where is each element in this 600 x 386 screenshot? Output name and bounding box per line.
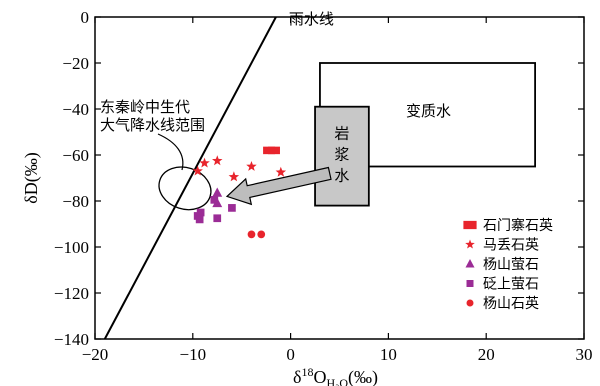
qinling-range-ellipse [158,166,212,211]
y-tick-label: −100 [54,238,89,257]
x-tick-label: 20 [478,345,495,364]
y-tick-label: −40 [62,100,89,119]
x-tick-label: 0 [286,345,295,364]
data-point [228,171,240,182]
y-tick-label: −140 [54,330,89,349]
data-point [196,208,205,217]
data-point [247,230,256,239]
data-marks [192,146,287,239]
axes: −20 −10 0 10 20 300−20−40−60−80−100−120−140δ1… [21,8,593,386]
legend-label: 杨山萤石 [483,257,539,273]
overlay-group [103,17,537,339]
data-point [192,165,203,176]
qinling-range-label-1: 东秦岭中生代 [100,99,190,116]
magmatic-water-label: 水 [334,168,349,185]
x-axis-label: δ18OH₂O(‰) [293,365,378,386]
series-4 [193,196,236,224]
legend-label: 马丢石英 [483,237,539,254]
legend-marker [465,239,475,249]
data-point [267,146,280,155]
x-tick-label: 10 [380,345,397,364]
y-axis-label: δD(‰) [21,152,42,203]
data-point [257,230,266,239]
y-tick-label: −60 [62,146,89,165]
x-tick-label: −10 [180,345,207,364]
meteoric-water-line-label: 雨水线 [289,11,334,28]
data-point [228,204,236,212]
legend-marker [463,220,477,230]
series-1 [263,146,280,155]
legend-marker [466,280,474,287]
x-tick-label: −20 [82,345,109,364]
plot-frame [94,16,585,340]
series-2 [192,155,287,182]
data-point [199,157,210,168]
data-point [210,196,219,204]
data-point [212,187,223,197]
magmatic-water-label: 浆 [334,146,349,164]
y-tick-label: 0 [81,8,90,27]
data-point [246,161,257,171]
magmatic-water-label: 岩 [334,126,349,143]
legend-marker [465,259,475,268]
x-tick-label: 30 [576,345,593,364]
legend-label: 杨山石英 [483,295,539,312]
qinling-range-label-2: 大气降水线范围 [100,117,205,134]
meteoric-water-line [103,17,277,339]
data-point [213,214,222,223]
y-tick-label: −20 [62,54,89,73]
legend-label: 砭上萤石 [483,277,539,293]
trend-arrow [225,166,332,206]
y-tick-label: −120 [54,284,89,303]
series-5 [247,230,266,239]
data-point [275,166,287,177]
qinling-leader-line [157,133,184,171]
legend-marker [466,299,474,307]
data-point [195,215,204,224]
data-point [212,155,223,166]
metamorphic-water-label: 变质水 [406,103,451,120]
magmatic-water-box [314,105,370,207]
y-tick-label: −80 [62,192,89,211]
legend-label: 石门寨石英 [483,217,553,234]
